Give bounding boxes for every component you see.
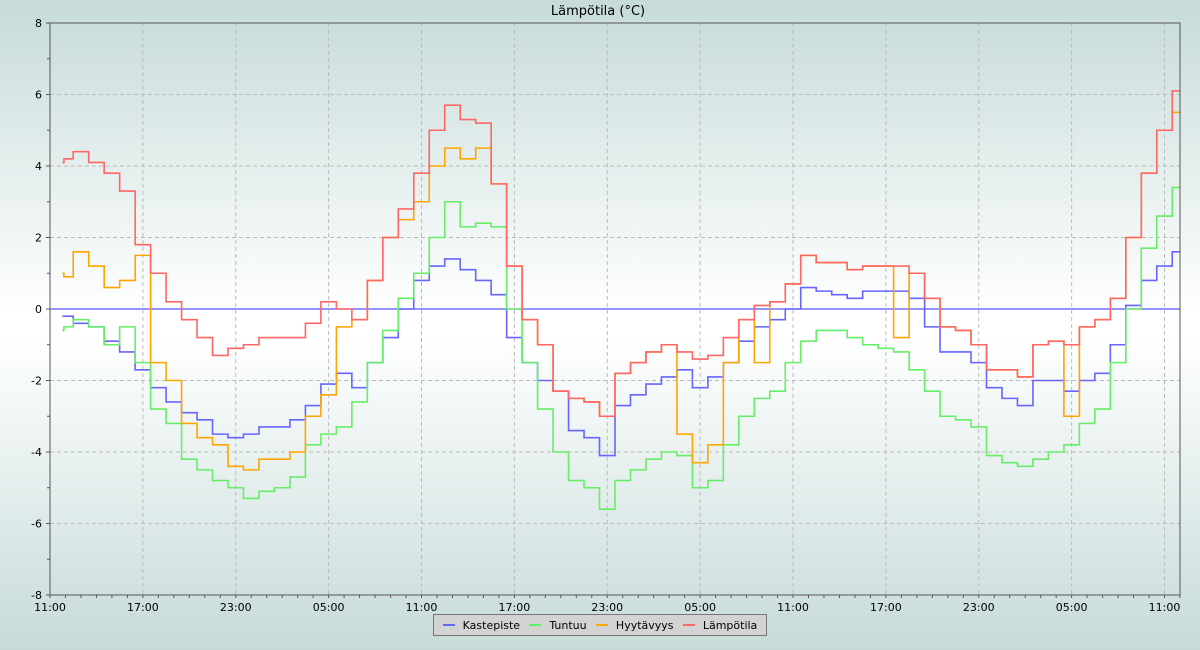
plot-frame bbox=[49, 22, 1181, 596]
x-tick-label: 11:00 bbox=[1149, 601, 1181, 614]
legend-item: Kastepiste bbox=[442, 618, 521, 632]
y-tick-label: 4 bbox=[35, 160, 42, 173]
y-tick-label: -4 bbox=[31, 446, 42, 459]
y-tick-label: 6 bbox=[35, 89, 42, 102]
series-line-tuntuu bbox=[62, 186, 1180, 510]
legend-label: Lämpötila bbox=[702, 618, 758, 632]
legend-label: Tuntuu bbox=[549, 618, 587, 632]
x-tick-label: 05:00 bbox=[684, 601, 716, 614]
x-tick-label: 11:00 bbox=[406, 601, 438, 614]
x-tick-label: 17:00 bbox=[499, 601, 531, 614]
legend-swatch bbox=[442, 624, 455, 626]
legend-item: Lämpötila bbox=[682, 618, 758, 632]
legend-label: Hyytävyys bbox=[615, 618, 674, 632]
x-tick-label: 11:00 bbox=[34, 601, 66, 614]
x-tick-label: 11:00 bbox=[777, 601, 809, 614]
y-tick-label: 8 bbox=[35, 17, 42, 30]
x-tick-label: 23:00 bbox=[963, 601, 995, 614]
y-tick-label: 0 bbox=[35, 303, 42, 316]
y-tick-label: 2 bbox=[35, 232, 42, 245]
legend-item: Tuntuu bbox=[529, 618, 587, 632]
series-line-kastepiste bbox=[62, 251, 1180, 457]
y-tick-label: -8 bbox=[31, 589, 42, 602]
legend: Kastepiste Tuntuu Hyytävyys Lämpötila bbox=[433, 614, 767, 636]
x-tick-label: 05:00 bbox=[1056, 601, 1088, 614]
legend-swatch bbox=[595, 624, 608, 626]
legend-label: Kastepiste bbox=[462, 618, 521, 632]
x-tick-label: 05:00 bbox=[313, 601, 345, 614]
x-tick-label: 23:00 bbox=[220, 601, 252, 614]
y-tick-label: -2 bbox=[31, 375, 42, 388]
chart-title: Lämpötila (°C) bbox=[551, 4, 645, 19]
series-line-lämpötila bbox=[62, 90, 1180, 418]
legend-swatch bbox=[682, 624, 695, 626]
x-tick-label: 17:00 bbox=[127, 601, 159, 614]
legend-swatch bbox=[529, 624, 542, 626]
y-tick-label: -6 bbox=[31, 518, 42, 531]
x-tick-label: 23:00 bbox=[591, 601, 623, 614]
legend-item: Hyytävyys bbox=[595, 618, 674, 632]
x-tick-label: 17:00 bbox=[870, 601, 902, 614]
